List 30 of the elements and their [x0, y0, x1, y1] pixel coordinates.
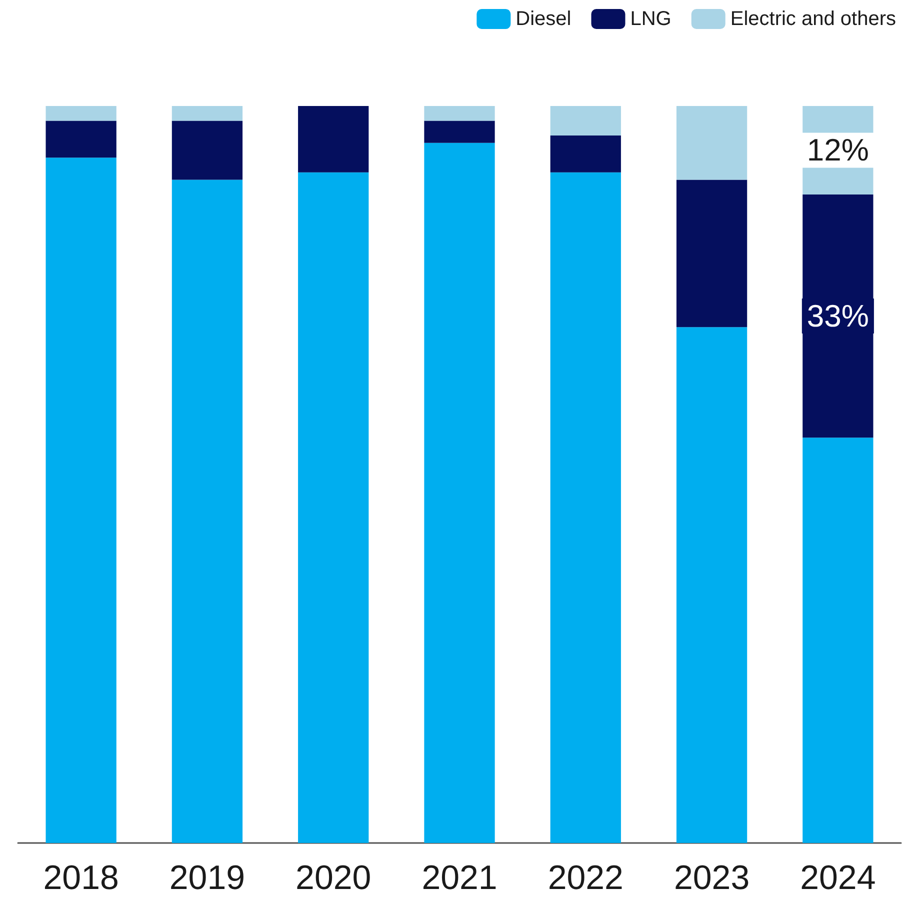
bar: [676, 327, 748, 843]
bar: [802, 438, 874, 843]
x-tick-label: 2023: [674, 859, 750, 897]
bar: [298, 106, 369, 172]
bar: [550, 135, 621, 172]
bar: [46, 158, 116, 843]
bar: [550, 172, 621, 843]
bar: [424, 106, 495, 121]
x-tick-label: 2018: [43, 859, 119, 897]
legend-label: Diesel: [516, 8, 572, 30]
data-label: 12%: [806, 132, 869, 168]
bar: [676, 106, 748, 180]
x-tick-label: 2021: [422, 859, 498, 897]
x-tick-label: 2020: [296, 859, 372, 897]
data-label: 33%: [806, 298, 869, 334]
bar: [424, 142, 495, 843]
bar: [550, 106, 621, 136]
legend-label: LNG: [630, 8, 672, 30]
bar: [46, 106, 116, 121]
bar: [424, 120, 495, 143]
x-tick-label: 2022: [548, 859, 624, 897]
bar: [172, 180, 243, 843]
bar: [46, 120, 116, 158]
bar: [172, 120, 243, 180]
legend-label: Electric and others: [730, 8, 896, 30]
x-tick-label: 2019: [169, 859, 246, 897]
bar: [676, 180, 748, 328]
x-tick-label: 2024: [800, 859, 876, 897]
bar: [172, 106, 243, 121]
bar: [298, 172, 369, 843]
